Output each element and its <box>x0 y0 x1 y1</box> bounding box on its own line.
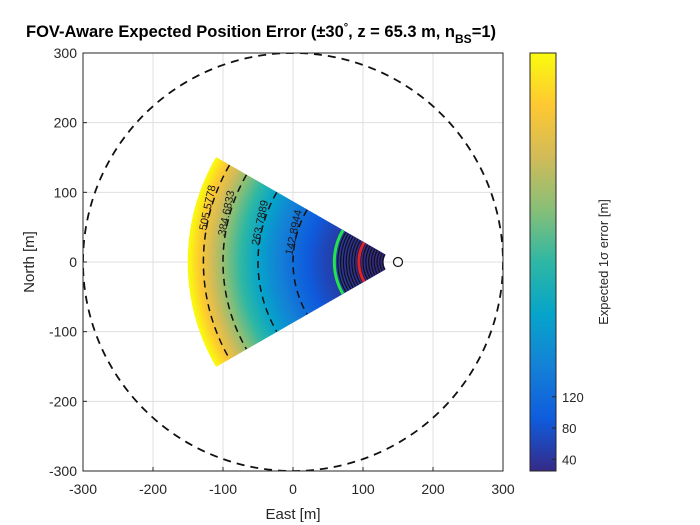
x-tick-label: -100 <box>209 481 237 497</box>
heatmap-cell <box>187 261 191 269</box>
colorbar-tick-label: 40 <box>562 452 576 467</box>
chart-title: FOV-Aware Expected Position Error (±30°,… <box>26 22 496 46</box>
heatmap-cell <box>188 279 192 287</box>
title-main: FOV-Aware Expected Position Error (±30 <box>26 23 344 41</box>
title-mid: , z = 65.3 m, n <box>348 23 455 41</box>
y-tick-label: -200 <box>49 393 77 409</box>
title-degree-mark: ° <box>344 22 348 34</box>
base-station-marker <box>392 256 404 268</box>
colorbar-gradient <box>529 52 557 472</box>
title-subscript: BS <box>455 32 472 46</box>
heatmap-cell <box>189 231 193 239</box>
colorbar-ticks: 40 80 120 <box>552 390 584 467</box>
heatmap-cell <box>188 237 192 245</box>
x-tick-label: 100 <box>351 481 375 497</box>
y-tick-label: -100 <box>49 324 77 340</box>
heatmap-cell <box>189 285 193 293</box>
heatmap-cell <box>188 273 192 281</box>
colorbar-tick-label: 80 <box>562 421 576 436</box>
y-tick-label: 200 <box>54 115 78 131</box>
x-tick-label: -300 <box>69 481 97 497</box>
x-tick-label: 300 <box>491 481 515 497</box>
heatmap-cell <box>187 249 191 257</box>
y-tick-label: 300 <box>54 45 78 61</box>
y-tick-label: 100 <box>54 184 78 200</box>
y-axis-ticks: -300 -200 -100 0 100 200 300 <box>49 45 87 479</box>
y-tick-label: 0 <box>69 254 77 270</box>
x-tick-label: 200 <box>421 481 445 497</box>
x-tick-label: 0 <box>289 481 297 497</box>
colorbar-label: Expected 1σ error [m] <box>596 199 611 325</box>
title-tail: =1) <box>472 23 496 41</box>
y-tick-label: -300 <box>49 463 77 479</box>
heatmap-cell <box>188 243 192 251</box>
colorbar-tick-label: 120 <box>562 390 584 405</box>
heatmap-cell <box>187 255 191 263</box>
y-axis-label: North [m] <box>21 231 38 293</box>
x-axis-label: East [m] <box>265 506 320 523</box>
x-tick-label: -200 <box>139 481 167 497</box>
error-heatmap <box>187 157 386 367</box>
heatmap-cell <box>187 267 191 275</box>
colorbar: 40 80 120 Expected 1σ error [m] <box>529 52 611 472</box>
